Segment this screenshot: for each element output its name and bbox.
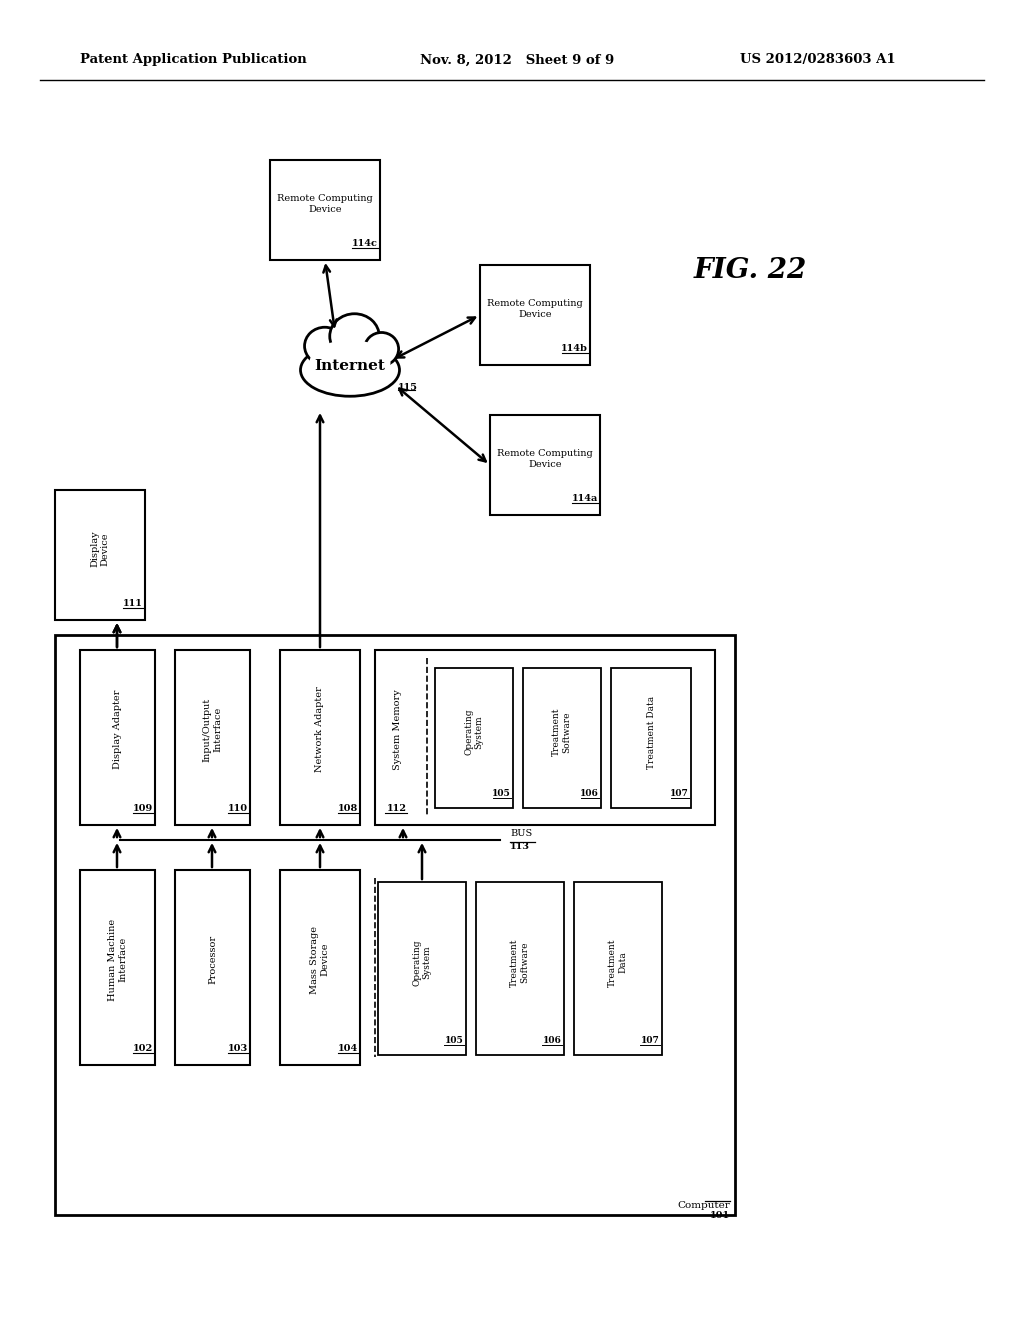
Text: 102: 102 xyxy=(133,1044,153,1053)
Text: 114b: 114b xyxy=(561,345,588,352)
Text: 110: 110 xyxy=(228,804,248,813)
Text: 101: 101 xyxy=(710,1210,730,1220)
Text: 111: 111 xyxy=(123,599,143,609)
Text: System Memory: System Memory xyxy=(392,689,401,770)
Text: Nov. 8, 2012   Sheet 9 of 9: Nov. 8, 2012 Sheet 9 of 9 xyxy=(420,54,614,66)
Text: 106: 106 xyxy=(543,1036,562,1045)
Text: Operating
System: Operating System xyxy=(413,940,432,986)
Bar xyxy=(175,649,250,825)
Bar xyxy=(270,160,380,260)
Text: 108: 108 xyxy=(338,804,358,813)
Text: Treatment
Software: Treatment Software xyxy=(552,708,571,756)
Text: 112: 112 xyxy=(387,804,407,813)
Text: 109: 109 xyxy=(133,804,153,813)
Text: Processor: Processor xyxy=(208,935,217,985)
Text: Treatment
Software: Treatment Software xyxy=(510,939,529,987)
Bar xyxy=(611,668,691,808)
Text: 107: 107 xyxy=(641,1036,660,1045)
Text: Remote Computing
Device: Remote Computing Device xyxy=(497,449,593,469)
Text: Treatment
Data: Treatment Data xyxy=(608,939,628,987)
Bar xyxy=(175,870,250,1065)
Bar xyxy=(476,882,564,1055)
Text: 107: 107 xyxy=(671,789,689,799)
Text: 115: 115 xyxy=(398,384,418,392)
Text: FIG. 22: FIG. 22 xyxy=(693,256,807,284)
Text: Computer: Computer xyxy=(677,1201,730,1210)
Text: Display
Device: Display Device xyxy=(90,531,110,568)
Ellipse shape xyxy=(304,327,345,364)
Bar xyxy=(574,882,662,1055)
Ellipse shape xyxy=(330,314,379,359)
Text: US 2012/0283603 A1: US 2012/0283603 A1 xyxy=(740,54,896,66)
Text: Network Adapter: Network Adapter xyxy=(315,686,325,772)
Bar xyxy=(80,870,155,1065)
Text: 103: 103 xyxy=(227,1044,248,1053)
Bar xyxy=(280,649,360,825)
Ellipse shape xyxy=(309,341,390,385)
Ellipse shape xyxy=(365,333,398,366)
Text: 113: 113 xyxy=(510,842,530,851)
Text: Remote Computing
Device: Remote Computing Device xyxy=(487,300,583,318)
Bar xyxy=(375,649,715,825)
Text: Treatment Data: Treatment Data xyxy=(646,696,655,768)
Text: 104: 104 xyxy=(338,1044,358,1053)
Text: Operating
System: Operating System xyxy=(464,709,483,755)
Bar xyxy=(523,668,601,808)
Bar xyxy=(55,490,145,620)
Text: Remote Computing
Device: Remote Computing Device xyxy=(278,194,373,214)
Bar xyxy=(490,414,600,515)
Bar xyxy=(378,882,466,1055)
Bar xyxy=(480,265,590,366)
Bar xyxy=(435,668,513,808)
Text: 114a: 114a xyxy=(571,494,598,503)
Text: Internet: Internet xyxy=(314,359,385,374)
Text: 106: 106 xyxy=(581,789,599,799)
Text: 105: 105 xyxy=(493,789,511,799)
Bar xyxy=(55,635,735,1214)
Text: Patent Application Publication: Patent Application Publication xyxy=(80,54,307,66)
Text: BUS: BUS xyxy=(510,829,532,838)
Bar xyxy=(280,870,360,1065)
Text: Input/Output
Interface: Input/Output Interface xyxy=(203,697,222,762)
Text: Human Machine
Interface: Human Machine Interface xyxy=(108,919,127,1001)
Text: 105: 105 xyxy=(445,1036,464,1045)
Ellipse shape xyxy=(300,343,399,396)
Text: Display Adapter: Display Adapter xyxy=(113,690,122,770)
Text: 114c: 114c xyxy=(352,239,378,248)
Text: Mass Storage
Device: Mass Storage Device xyxy=(310,925,330,994)
Bar xyxy=(80,649,155,825)
